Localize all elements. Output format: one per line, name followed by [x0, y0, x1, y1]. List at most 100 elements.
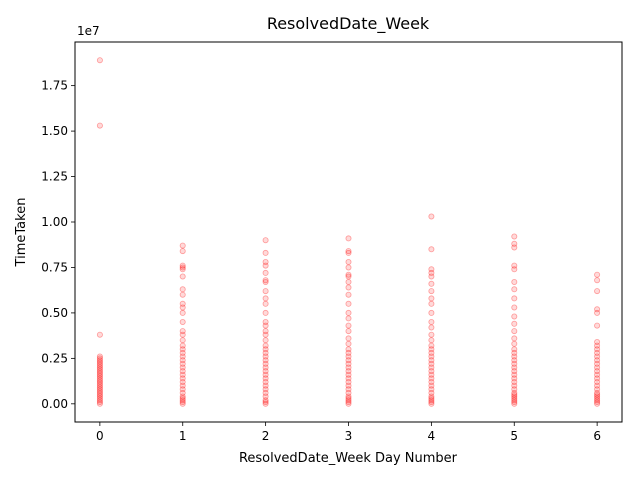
data-point [428, 382, 435, 389]
data-point [594, 386, 601, 393]
data-point [345, 389, 352, 396]
data-point [511, 382, 518, 389]
data-point [428, 353, 435, 360]
data-point [179, 291, 186, 298]
data-point [262, 393, 269, 400]
data-point [511, 364, 518, 371]
data-point [96, 122, 103, 129]
data-point [594, 353, 601, 360]
data-point [428, 331, 435, 338]
data-point [262, 249, 269, 256]
data-point [428, 273, 435, 280]
data-point [511, 340, 518, 347]
data-point [594, 378, 601, 385]
data-point [96, 371, 103, 378]
data-point [345, 249, 352, 256]
data-point [262, 382, 269, 389]
data-point [428, 397, 435, 404]
data-point [179, 360, 186, 367]
data-point [428, 393, 435, 400]
data-point [345, 258, 352, 265]
data-point [428, 346, 435, 353]
data-point [428, 266, 435, 273]
data-point [96, 398, 103, 405]
data-point [179, 375, 186, 382]
data-point [428, 400, 435, 407]
data-point [345, 400, 352, 407]
data-point [345, 393, 352, 400]
data-point [96, 360, 103, 367]
data-point [345, 382, 352, 389]
data-point [96, 382, 103, 389]
data-point [594, 306, 601, 313]
data-point [96, 355, 103, 362]
data-point [511, 262, 518, 269]
data-point [96, 375, 103, 382]
data-point [511, 295, 518, 302]
data-point [511, 357, 518, 364]
data-point [262, 400, 269, 407]
x-tick-label: 2 [262, 429, 270, 443]
data-point [262, 328, 269, 335]
data-point [345, 300, 352, 307]
data-point [179, 349, 186, 356]
data-point [345, 371, 352, 378]
data-point [96, 362, 103, 369]
data-point [511, 386, 518, 393]
data-point [594, 288, 601, 295]
data-point [594, 364, 601, 371]
data-point [594, 368, 601, 375]
data-point [96, 353, 103, 360]
y-tick-label: 0.75 [41, 260, 68, 274]
data-point [428, 318, 435, 325]
y-axis-multiplier-label: 1e7 [77, 24, 100, 38]
data-point [179, 264, 186, 271]
data-point [511, 395, 518, 402]
data-point [96, 397, 103, 404]
data-point [96, 373, 103, 380]
data-point [594, 349, 601, 356]
data-point [345, 349, 352, 356]
data-point [179, 342, 186, 349]
plot-area-frame [74, 41, 623, 423]
data-point [345, 278, 352, 285]
data-point [428, 246, 435, 253]
data-point [179, 304, 186, 311]
data-point [345, 346, 352, 353]
data-point [179, 378, 186, 385]
data-point [594, 375, 601, 382]
data-point [96, 358, 103, 365]
data-point [594, 400, 601, 407]
data-point [179, 331, 186, 338]
data-point [511, 389, 518, 396]
y-tick-label: 1.00 [41, 215, 68, 229]
data-point [345, 386, 352, 393]
chart-title: ResolvedDate_Week [267, 14, 430, 34]
data-point [179, 397, 186, 404]
data-point [511, 371, 518, 378]
data-point [594, 338, 601, 345]
data-point [511, 375, 518, 382]
data-point [262, 262, 269, 269]
data-point [262, 288, 269, 295]
data-point [511, 378, 518, 385]
data-point [179, 248, 186, 255]
y-tick-label: 1.50 [41, 124, 68, 138]
data-point [511, 400, 518, 407]
data-point [428, 378, 435, 385]
y-tick-label: 0.50 [41, 306, 68, 320]
data-point [345, 357, 352, 364]
data-point [594, 346, 601, 353]
data-point [428, 280, 435, 287]
x-axis-label: ResolvedDate_Week Day Number [239, 451, 458, 466]
data-point [594, 389, 601, 396]
data-point [96, 393, 103, 400]
data-point [179, 395, 186, 402]
data-point [511, 353, 518, 360]
data-point [594, 391, 601, 398]
data-point [345, 353, 352, 360]
data-point [262, 258, 269, 265]
x-tick-label: 4 [428, 429, 436, 443]
data-point [594, 371, 601, 378]
data-point [428, 386, 435, 393]
